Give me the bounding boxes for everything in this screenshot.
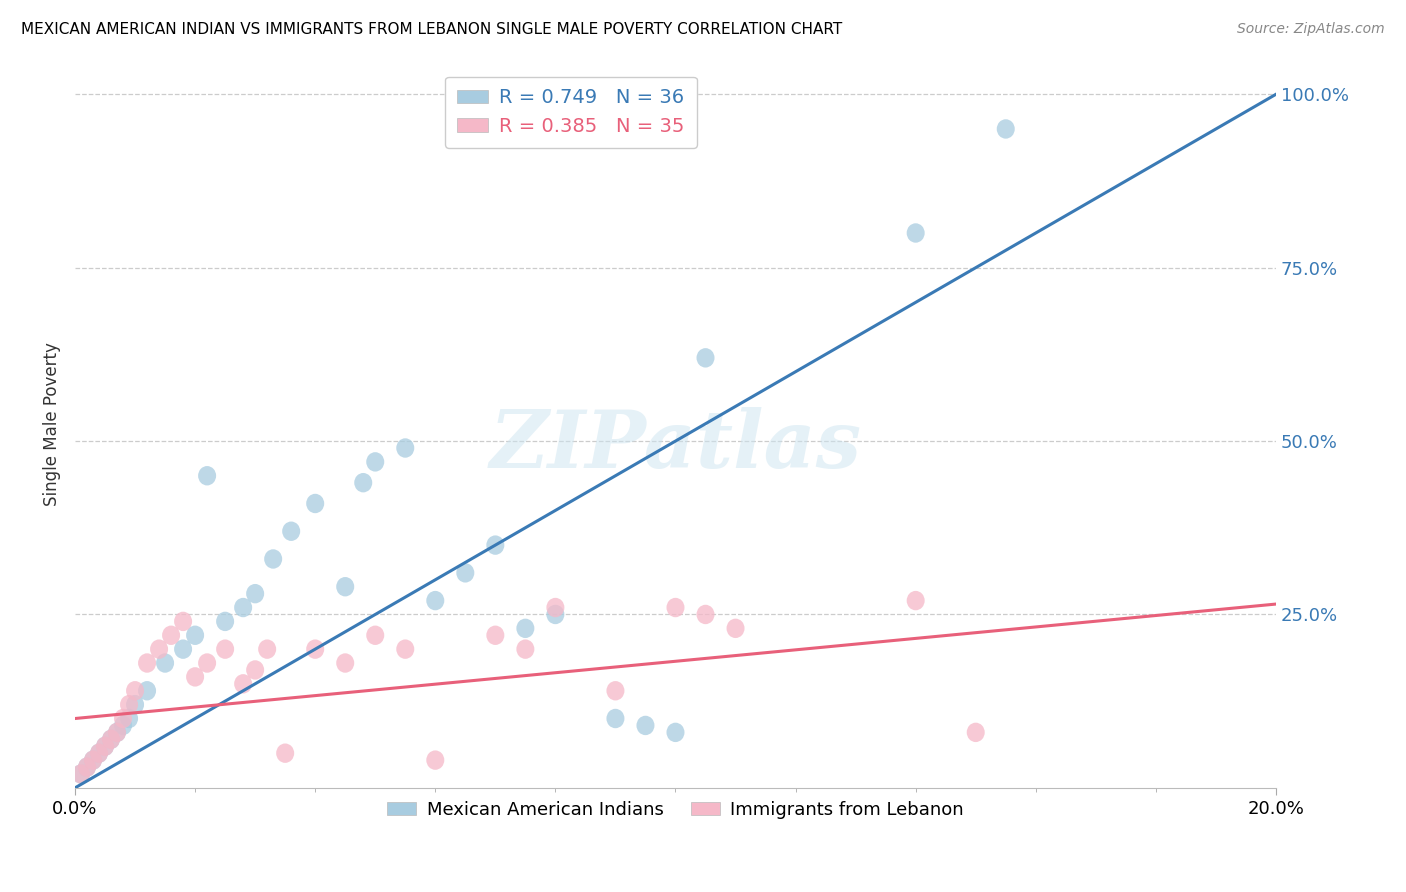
- Ellipse shape: [108, 723, 127, 742]
- Ellipse shape: [186, 625, 204, 645]
- Ellipse shape: [96, 737, 114, 756]
- Ellipse shape: [162, 625, 180, 645]
- Ellipse shape: [276, 743, 294, 763]
- Ellipse shape: [366, 625, 384, 645]
- Ellipse shape: [120, 709, 138, 728]
- Ellipse shape: [264, 549, 283, 569]
- Ellipse shape: [246, 660, 264, 680]
- Ellipse shape: [606, 709, 624, 728]
- Ellipse shape: [336, 653, 354, 673]
- Ellipse shape: [259, 640, 276, 659]
- Ellipse shape: [396, 640, 415, 659]
- Ellipse shape: [366, 452, 384, 472]
- Ellipse shape: [127, 681, 143, 700]
- Ellipse shape: [138, 653, 156, 673]
- Ellipse shape: [150, 640, 169, 659]
- Ellipse shape: [103, 730, 120, 749]
- Ellipse shape: [84, 750, 103, 770]
- Ellipse shape: [174, 640, 193, 659]
- Ellipse shape: [307, 494, 325, 513]
- Ellipse shape: [666, 723, 685, 742]
- Ellipse shape: [354, 473, 373, 492]
- Ellipse shape: [547, 605, 564, 624]
- Ellipse shape: [396, 438, 415, 458]
- Ellipse shape: [96, 737, 114, 756]
- Text: ZIPatlas: ZIPatlas: [489, 407, 862, 484]
- Ellipse shape: [114, 709, 132, 728]
- Ellipse shape: [217, 640, 235, 659]
- Ellipse shape: [235, 598, 252, 617]
- Ellipse shape: [103, 730, 120, 749]
- Ellipse shape: [907, 591, 925, 610]
- Ellipse shape: [77, 757, 96, 777]
- Ellipse shape: [486, 535, 505, 555]
- Ellipse shape: [84, 750, 103, 770]
- Ellipse shape: [156, 653, 174, 673]
- Ellipse shape: [72, 764, 90, 784]
- Ellipse shape: [217, 612, 235, 632]
- Ellipse shape: [114, 715, 132, 735]
- Ellipse shape: [174, 612, 193, 632]
- Ellipse shape: [307, 640, 325, 659]
- Ellipse shape: [235, 674, 252, 694]
- Ellipse shape: [426, 591, 444, 610]
- Ellipse shape: [696, 348, 714, 368]
- Y-axis label: Single Male Poverty: Single Male Poverty: [44, 342, 60, 506]
- Ellipse shape: [198, 653, 217, 673]
- Ellipse shape: [120, 695, 138, 714]
- Ellipse shape: [198, 466, 217, 485]
- Ellipse shape: [426, 750, 444, 770]
- Text: MEXICAN AMERICAN INDIAN VS IMMIGRANTS FROM LEBANON SINGLE MALE POVERTY CORRELATI: MEXICAN AMERICAN INDIAN VS IMMIGRANTS FR…: [21, 22, 842, 37]
- Ellipse shape: [127, 695, 143, 714]
- Ellipse shape: [108, 723, 127, 742]
- Ellipse shape: [138, 681, 156, 700]
- Ellipse shape: [967, 723, 984, 742]
- Ellipse shape: [283, 522, 301, 541]
- Ellipse shape: [246, 584, 264, 603]
- Ellipse shape: [907, 223, 925, 243]
- Ellipse shape: [336, 577, 354, 597]
- Ellipse shape: [72, 764, 90, 784]
- Ellipse shape: [547, 598, 564, 617]
- Ellipse shape: [637, 715, 654, 735]
- Ellipse shape: [666, 598, 685, 617]
- Legend: Mexican American Indians, Immigrants from Lebanon: Mexican American Indians, Immigrants fro…: [380, 794, 972, 826]
- Ellipse shape: [90, 743, 108, 763]
- Ellipse shape: [457, 563, 474, 582]
- Ellipse shape: [77, 757, 96, 777]
- Ellipse shape: [727, 619, 745, 638]
- Ellipse shape: [90, 743, 108, 763]
- Ellipse shape: [606, 681, 624, 700]
- Text: Source: ZipAtlas.com: Source: ZipAtlas.com: [1237, 22, 1385, 37]
- Ellipse shape: [516, 619, 534, 638]
- Ellipse shape: [186, 667, 204, 687]
- Ellipse shape: [997, 120, 1015, 138]
- Ellipse shape: [696, 605, 714, 624]
- Ellipse shape: [486, 625, 505, 645]
- Ellipse shape: [516, 640, 534, 659]
